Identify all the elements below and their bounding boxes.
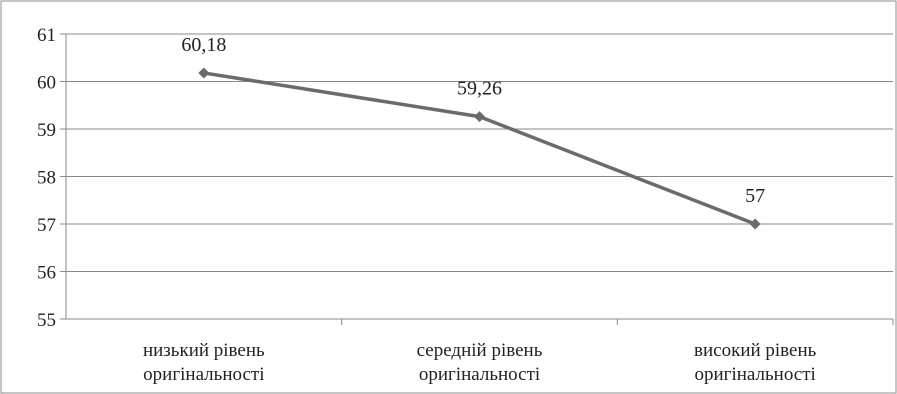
y-tick-label: 56 xyxy=(37,263,56,284)
data-label: 59,26 xyxy=(457,78,502,100)
x-category-label-line: оригінальності xyxy=(143,364,264,385)
x-category-label-line: високий рівень xyxy=(694,340,817,361)
x-category-label: низький рівень оригінальності xyxy=(143,340,265,385)
data-labels: 60,18 59,26 57 xyxy=(181,34,765,207)
y-tick-label: 60 xyxy=(37,73,56,94)
y-tick-label: 59 xyxy=(37,120,56,141)
axes xyxy=(60,33,894,325)
data-point-marker xyxy=(474,111,485,123)
data-label: 57 xyxy=(745,185,765,207)
x-category-label-line: оригінальності xyxy=(695,364,816,385)
x-category-label: високий рівень оригінальності xyxy=(694,340,817,385)
x-category-label: середній рівень оригінальності xyxy=(417,340,543,385)
y-tick-label: 57 xyxy=(37,215,56,236)
x-category-label-line: середній рівень xyxy=(417,340,543,361)
y-tick-label: 58 xyxy=(37,168,56,189)
x-category-label-line: оригінальності xyxy=(419,364,540,385)
data-point-marker xyxy=(198,67,210,79)
x-category-label-line: низький рівень xyxy=(143,340,265,361)
data-label: 60,18 xyxy=(181,34,226,56)
series-group xyxy=(198,67,761,230)
y-tick-label: 55 xyxy=(37,310,56,331)
y-axis-tick-labels: 55 56 57 58 59 60 61 xyxy=(37,25,56,331)
data-point-marker xyxy=(749,218,761,230)
gridlines xyxy=(66,33,893,320)
y-tick-label: 61 xyxy=(37,25,56,46)
